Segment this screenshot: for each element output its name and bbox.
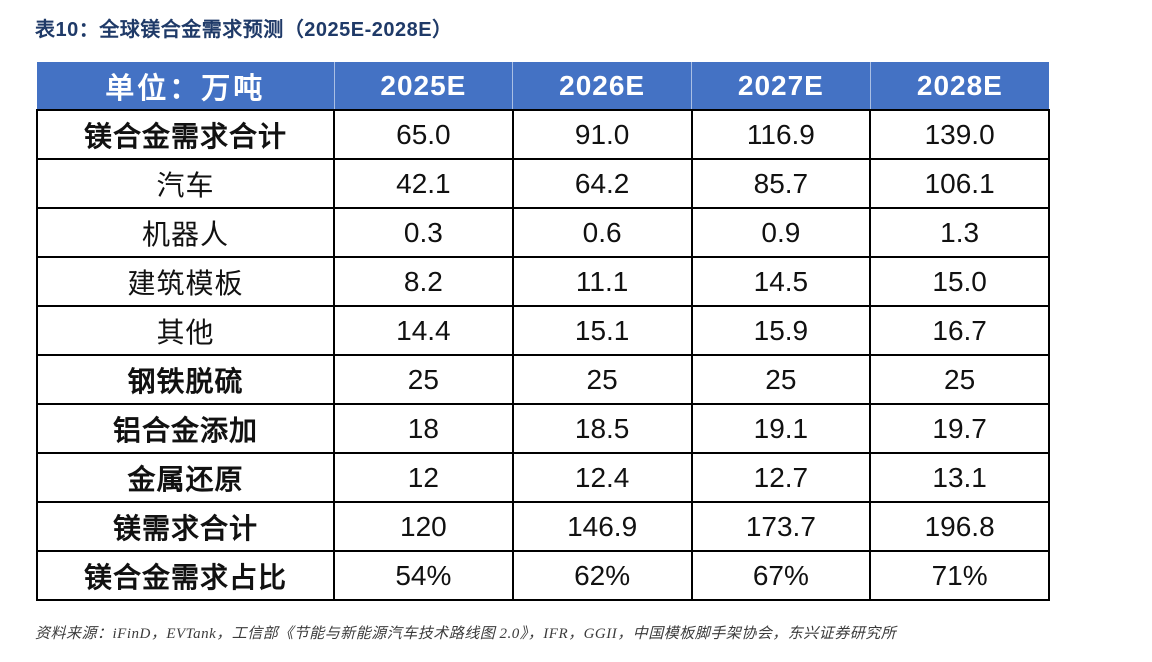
row-label: 金属还原 [36, 452, 335, 503]
row-label: 铝合金添加 [36, 403, 335, 454]
cell-value: 0.3 [333, 207, 514, 258]
row-label: 钢铁脱硫 [36, 354, 335, 405]
cell-value: 13.1 [869, 452, 1050, 503]
unit-header-cell: 单位：万吨 [37, 62, 334, 110]
cell-value: 106.1 [869, 158, 1050, 209]
row-label: 镁合金需求合计 [36, 109, 335, 160]
cell-value: 16.7 [869, 305, 1050, 356]
cell-value: 42.1 [333, 158, 514, 209]
table-row: 镁合金需求合计 65.0 91.0 116.9 139.0 [36, 109, 1050, 160]
table-row: 金属还原 12 12.4 12.7 13.1 [36, 452, 1050, 503]
cell-value: 64.2 [511, 158, 693, 209]
cell-value: 12 [333, 452, 514, 503]
data-source-note: 资料来源：iFinD，EVTank，工信部《节能与新能源汽车技术路线图 2.0》… [35, 626, 897, 642]
row-label: 机器人 [36, 207, 335, 258]
table-row: 机器人 0.3 0.6 0.9 1.3 [36, 207, 1050, 258]
table-header-row: 单位：万吨 2025E 2026E 2027E 2028E [37, 62, 1049, 110]
cell-value: 25 [690, 354, 872, 405]
cell-value: 15.0 [869, 256, 1050, 307]
cell-value: 25 [333, 354, 514, 405]
row-label: 汽车 [36, 158, 335, 209]
cell-value: 62% [511, 550, 693, 601]
table-row: 汽车 42.1 64.2 85.7 106.1 [36, 158, 1050, 209]
row-label: 镁合金需求占比 [36, 550, 335, 601]
cell-value: 116.9 [690, 109, 872, 160]
forecast-table: 单位：万吨 2025E 2026E 2027E 2028E 镁合金需求合计 65.… [36, 62, 1050, 601]
year-header-2027e: 2027E [691, 62, 871, 110]
cell-value: 85.7 [690, 158, 872, 209]
cell-value: 15.1 [511, 305, 693, 356]
row-label: 镁需求合计 [36, 501, 335, 552]
cell-value: 18 [333, 403, 514, 454]
cell-value: 15.9 [690, 305, 872, 356]
row-label: 建筑模板 [36, 256, 335, 307]
cell-value: 25 [511, 354, 693, 405]
cell-value: 91.0 [511, 109, 693, 160]
table-row: 镁合金需求占比 54% 62% 67% 71% [36, 550, 1050, 601]
table-body: 镁合金需求合计 65.0 91.0 116.9 139.0 汽车 42.1 64.2 85.7 1… [36, 109, 1050, 601]
cell-value: 67% [690, 550, 872, 601]
cell-value: 1.3 [869, 207, 1050, 258]
cell-value: 25 [869, 354, 1050, 405]
cell-value: 19.1 [690, 403, 872, 454]
table-title: 表10：全球镁合金需求预测（2025E-2028E） [35, 19, 453, 41]
cell-value: 0.9 [690, 207, 872, 258]
cell-value: 71% [869, 550, 1050, 601]
cell-value: 12.7 [690, 452, 872, 503]
cell-value: 14.5 [690, 256, 872, 307]
cell-value: 139.0 [869, 109, 1050, 160]
cell-value: 19.7 [869, 403, 1050, 454]
year-header-2028e: 2028E [869, 62, 1049, 110]
cell-value: 196.8 [869, 501, 1050, 552]
cell-value: 8.2 [333, 256, 514, 307]
cell-value: 146.9 [511, 501, 693, 552]
cell-value: 0.6 [511, 207, 693, 258]
year-header-2026e: 2026E [512, 62, 692, 110]
cell-value: 14.4 [333, 305, 514, 356]
table-row: 铝合金添加 18 18.5 19.1 19.7 [36, 403, 1050, 454]
table-row: 钢铁脱硫 25 25 25 25 [36, 354, 1050, 405]
cell-value: 65.0 [333, 109, 514, 160]
cell-value: 120 [333, 501, 514, 552]
cell-value: 12.4 [511, 452, 693, 503]
cell-value: 173.7 [690, 501, 872, 552]
row-label: 其他 [36, 305, 335, 356]
table-row: 镁需求合计 120 146.9 173.7 196.8 [36, 501, 1050, 552]
table-row: 建筑模板 8.2 11.1 14.5 15.0 [36, 256, 1050, 307]
year-header-2025e: 2025E [333, 62, 513, 110]
cell-value: 11.1 [511, 256, 693, 307]
table-row: 其他 14.4 15.1 15.9 16.7 [36, 305, 1050, 356]
cell-value: 54% [333, 550, 514, 601]
cell-value: 18.5 [511, 403, 693, 454]
